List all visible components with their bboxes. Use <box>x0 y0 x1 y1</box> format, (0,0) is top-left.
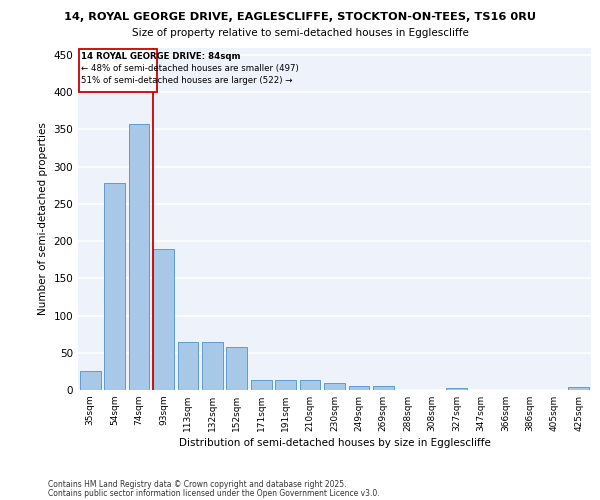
Bar <box>446 388 467 390</box>
Bar <box>202 342 223 390</box>
Text: Contains HM Land Registry data © Crown copyright and database right 2025.: Contains HM Land Registry data © Crown c… <box>48 480 347 489</box>
Bar <box>153 248 174 390</box>
Bar <box>80 370 101 390</box>
Text: 14 ROYAL GEORGE DRIVE: 84sqm: 14 ROYAL GEORGE DRIVE: 84sqm <box>81 52 241 61</box>
Bar <box>104 183 125 390</box>
Bar <box>226 347 247 390</box>
Bar <box>568 387 589 390</box>
Text: Size of property relative to semi-detached houses in Egglescliffe: Size of property relative to semi-detach… <box>131 28 469 38</box>
Bar <box>299 380 320 390</box>
Text: ← 48% of semi-detached houses are smaller (497): ← 48% of semi-detached houses are smalle… <box>81 64 299 73</box>
Bar <box>349 386 370 390</box>
Bar <box>251 380 272 390</box>
X-axis label: Distribution of semi-detached houses by size in Egglescliffe: Distribution of semi-detached houses by … <box>179 438 490 448</box>
Y-axis label: Number of semi-detached properties: Number of semi-detached properties <box>38 122 48 315</box>
Bar <box>128 124 149 390</box>
Text: Contains public sector information licensed under the Open Government Licence v3: Contains public sector information licen… <box>48 489 380 498</box>
Bar <box>373 386 394 390</box>
Bar <box>275 380 296 390</box>
FancyBboxPatch shape <box>79 49 157 92</box>
Text: 14, ROYAL GEORGE DRIVE, EAGLESCLIFFE, STOCKTON-ON-TEES, TS16 0RU: 14, ROYAL GEORGE DRIVE, EAGLESCLIFFE, ST… <box>64 12 536 22</box>
Text: 51% of semi-detached houses are larger (522) →: 51% of semi-detached houses are larger (… <box>81 76 293 85</box>
Bar <box>324 382 345 390</box>
Bar <box>178 342 199 390</box>
